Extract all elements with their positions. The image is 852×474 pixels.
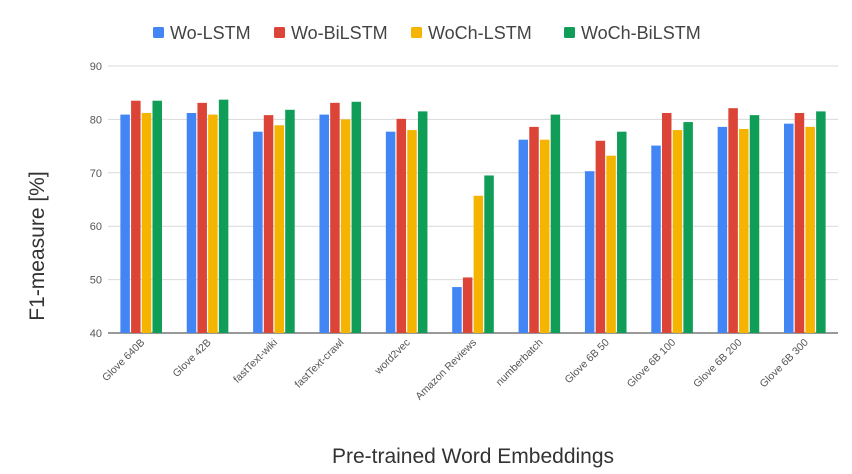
x-tick-label: Glove 6B 100 (625, 337, 679, 391)
bar-wo-lstm (584, 171, 595, 333)
legend-swatch (411, 27, 422, 38)
bar-wo-lstm (253, 131, 263, 333)
bar-woch-lstm (141, 112, 152, 333)
bar-wo-lstm (186, 112, 197, 333)
bar-wo-bilstm (728, 108, 738, 333)
y-tick-label: 90 (90, 61, 102, 73)
x-tick-label: fastText-crawl (293, 337, 347, 391)
legend-swatch (274, 27, 285, 38)
bar-wo-bilstm (197, 102, 207, 333)
bar-wo-bilstm (462, 277, 473, 333)
x-tick-label: Glove 6B 300 (757, 337, 811, 391)
y-tick-label: 40 (90, 328, 102, 340)
y-axis-ticks: 40 50 60 70 80 90 (90, 61, 102, 340)
y-tick-label: 50 (90, 275, 102, 287)
bar-wo-bilstm (263, 115, 274, 334)
bar-woch-lstm (672, 130, 683, 333)
bar-wo-bilstm (794, 112, 805, 333)
bar-wo-bilstm (529, 126, 539, 333)
bar-wo-bilstm (330, 102, 340, 333)
x-axis-title: Pre-trained Word Embeddings (332, 445, 614, 468)
bar-woch-lstm (473, 195, 484, 333)
x-tick-label: Amazon Reviews (413, 337, 479, 403)
bar-wo-lstm (452, 287, 462, 333)
bar-woch-lstm (407, 130, 417, 333)
bar-wo-lstm (784, 123, 794, 333)
bar-wo-lstm (518, 139, 529, 333)
x-tick-label: Glove 6B 200 (691, 337, 745, 391)
bar-woch-bilstm (550, 114, 561, 334)
legend: Wo-LSTM Wo-BiLSTM WoCh-LSTM WoCh-BiLSTM (153, 23, 701, 43)
bar-woch-bilstm (417, 111, 428, 333)
x-tick-label: Glove 42B (171, 337, 214, 380)
legend-item: WoCh-LSTM (411, 23, 532, 43)
bar-wo-bilstm (396, 118, 407, 333)
x-tick-label: Glove 640B (100, 337, 147, 384)
bar-woch-bilstm (351, 101, 362, 333)
x-tick-label: word2vec (372, 337, 413, 378)
y-tick-label: 60 (90, 221, 102, 233)
bar-wo-lstm (717, 126, 728, 333)
y-tick-label: 70 (90, 168, 102, 180)
bar-woch-bilstm (152, 100, 162, 334)
bar-wo-bilstm (661, 112, 672, 333)
bar-woch-lstm (805, 126, 815, 333)
bar-woch-bilstm (749, 115, 760, 334)
legend-item: Wo-LSTM (153, 23, 251, 43)
gridlines (108, 65, 838, 334)
bar-woch-bilstm (683, 122, 693, 333)
x-axis-categories: Glove 640B Glove 42B fastText-wiki fastText… (100, 337, 811, 403)
bar-woch-bilstm (218, 99, 229, 333)
x-tick-label: numberbatch (494, 337, 546, 389)
bar-woch-lstm (340, 119, 351, 334)
bar-wo-lstm (651, 145, 661, 333)
bar-woch-bilstm (484, 175, 494, 333)
y-tick-label: 80 (90, 114, 102, 126)
legend-label: WoCh-LSTM (428, 23, 532, 43)
bar-wo-lstm (120, 114, 130, 334)
bar-wo-lstm (319, 114, 329, 334)
legend-label: Wo-BiLSTM (291, 23, 388, 43)
bar-woch-bilstm (285, 109, 295, 334)
legend-swatch (153, 27, 164, 38)
x-tick-label: Glove 6B 50 (562, 337, 611, 386)
legend-label: WoCh-BiLSTM (581, 23, 701, 43)
bar-woch-lstm (274, 125, 285, 333)
legend-swatch (564, 27, 575, 38)
legend-item: Wo-BiLSTM (274, 23, 388, 43)
bar-woch-lstm (606, 155, 616, 333)
bar-woch-lstm (539, 139, 550, 333)
bars (120, 99, 826, 334)
bar-woch-lstm (739, 129, 749, 333)
bar-wo-lstm (385, 131, 396, 333)
bar-wo-bilstm (131, 100, 141, 334)
bar-wo-bilstm (595, 140, 606, 333)
bar-woch-lstm (208, 114, 218, 334)
legend-item: WoCh-BiLSTM (564, 23, 701, 43)
x-tick-label: fastText-wiki (231, 337, 280, 386)
legend-label: Wo-LSTM (170, 23, 251, 43)
bar-woch-bilstm (816, 111, 826, 333)
bar-woch-bilstm (617, 131, 627, 333)
y-axis-title: F1-measure [%] (26, 171, 49, 320)
